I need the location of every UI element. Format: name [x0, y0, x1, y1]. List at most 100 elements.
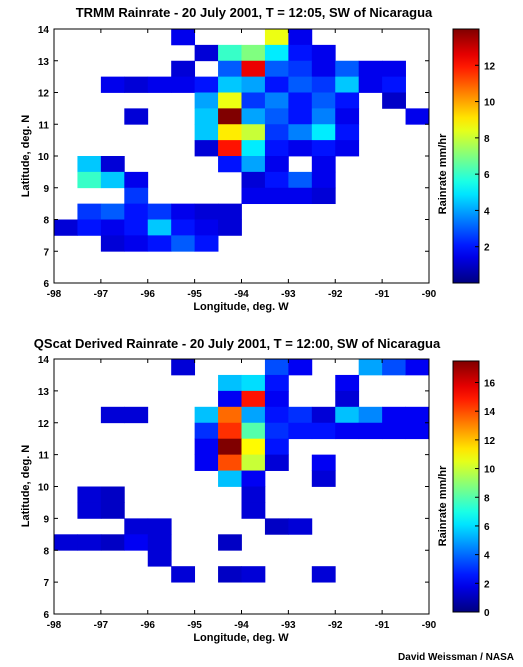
y-tick-label: 14 [38, 25, 50, 36]
y-tick-label: 11 [38, 120, 49, 131]
heatmap-cell [264, 374, 289, 392]
x-tick-label: -98 [47, 620, 62, 631]
heatmap-cell [194, 108, 219, 125]
heatmap-cell [100, 406, 125, 424]
x-tick-label: -95 [187, 289, 202, 300]
heatmap-cell [405, 108, 430, 125]
heatmap-cell [335, 390, 360, 408]
trmm-colorbar-ticks: 2 4 6 8 10 12 [475, 61, 496, 254]
heatmap-cell [124, 171, 149, 189]
heatmap-cell [124, 518, 149, 535]
heatmap-cell [147, 518, 172, 535]
heatmap-cell [218, 124, 242, 141]
heatmap-cell [335, 374, 360, 392]
qscat-axis-ticks: -98 -97 -96 -95 -94 -93 -92 -91 -90 6 7 8 9 10 11 12 13 1… [38, 355, 437, 631]
x-tick-label: -98 [47, 289, 62, 300]
heatmap-cell [264, 124, 289, 141]
heatmap-cell [288, 140, 313, 157]
heatmap-cell [218, 203, 242, 220]
heatmap-cell [77, 534, 102, 551]
y-tick-label: 6 [43, 610, 49, 621]
heatmap-cell [264, 171, 289, 189]
x-tick-label: -91 [375, 289, 390, 300]
x-tick-label: -94 [234, 289, 249, 300]
heatmap-cell [77, 171, 102, 189]
heatmap-cell [218, 92, 242, 109]
heatmap-cell [311, 454, 336, 471]
y-tick-label: 9 [43, 514, 49, 525]
heatmap-cell [124, 235, 149, 252]
heatmap-cell [77, 486, 102, 503]
qscat-panel: QScat Derived Rainrate - 20 July 2001, T… [20, 336, 496, 644]
heatmap-cell [382, 92, 406, 109]
heatmap-cell [264, 518, 289, 535]
heatmap-cell [264, 406, 289, 424]
heatmap-cell [311, 92, 336, 109]
heatmap-cell [171, 359, 196, 376]
colorbar-tick-label: 8 [484, 493, 490, 504]
heatmap-cell [124, 203, 149, 220]
heatmap-cell [241, 60, 266, 78]
heatmap-cell [288, 108, 313, 125]
heatmap-cell [77, 203, 102, 220]
x-tick-label: -91 [375, 620, 390, 631]
heatmap-cell [311, 156, 336, 173]
x-tick-label: -92 [328, 289, 343, 300]
heatmap-cell [194, 203, 219, 220]
heatmap-cell [241, 374, 266, 392]
heatmap-cell [288, 44, 313, 62]
heatmap-cell [194, 406, 219, 424]
trmm-panel: TRMM Rainrate - 20 July 2001, T = 12:05,… [20, 5, 496, 313]
heatmap-cell [124, 219, 149, 236]
qscat-heatmap-cells [54, 359, 430, 583]
heatmap-cell [147, 76, 172, 93]
trmm-y-axis-label: Latitude, deg. N [20, 115, 32, 198]
qscat-colorbar-label: Rainrate mm/hr [437, 465, 449, 546]
heatmap-cell [218, 390, 242, 408]
qscat-colorbar-ticks: 0 2 4 6 8 10 12 14 16 [475, 379, 496, 619]
heatmap-cell [218, 108, 242, 125]
colorbar-tick-label: 14 [484, 407, 496, 418]
heatmap-cell [288, 60, 313, 78]
heatmap-cell [311, 187, 336, 205]
trmm-heatmap-cells [54, 29, 430, 252]
colorbar-tick-label: 2 [484, 579, 490, 590]
heatmap-cell [288, 406, 313, 424]
heatmap-cell [264, 29, 289, 46]
heatmap-cell [218, 219, 242, 236]
y-tick-label: 7 [43, 578, 49, 589]
y-tick-label: 8 [43, 216, 49, 227]
heatmap-cell [100, 203, 125, 220]
heatmap-cell [77, 219, 102, 236]
heatmap-cell [100, 502, 125, 519]
heatmap-cell [288, 187, 313, 205]
heatmap-cell [124, 534, 149, 551]
heatmap-cell [171, 60, 196, 78]
qscat-y-axis-label: Latitude, deg. N [20, 445, 32, 528]
colorbar-tick-label: 6 [484, 170, 490, 181]
heatmap-cell [147, 203, 172, 220]
heatmap-cell [241, 486, 266, 503]
heatmap-cell [241, 470, 266, 487]
heatmap-cell [171, 29, 196, 46]
heatmap-cell [194, 92, 219, 109]
heatmap-cell [288, 76, 313, 93]
heatmap-cell [171, 566, 196, 583]
qscat-colorbar [452, 360, 480, 613]
heatmap-cell [194, 124, 219, 141]
heatmap-cell [194, 44, 219, 62]
heatmap-cell [335, 422, 360, 440]
x-tick-label: -97 [94, 289, 109, 300]
heatmap-cell [218, 534, 242, 551]
heatmap-cell [241, 92, 266, 109]
heatmap-cell [288, 171, 313, 189]
y-tick-label: 11 [38, 451, 49, 462]
heatmap-cell [358, 76, 383, 93]
heatmap-cell [335, 108, 360, 125]
x-tick-label: -90 [422, 620, 437, 631]
heatmap-cell [405, 359, 430, 376]
heatmap-cell [311, 470, 336, 487]
heatmap-cell [100, 156, 125, 173]
heatmap-cell [124, 187, 149, 205]
